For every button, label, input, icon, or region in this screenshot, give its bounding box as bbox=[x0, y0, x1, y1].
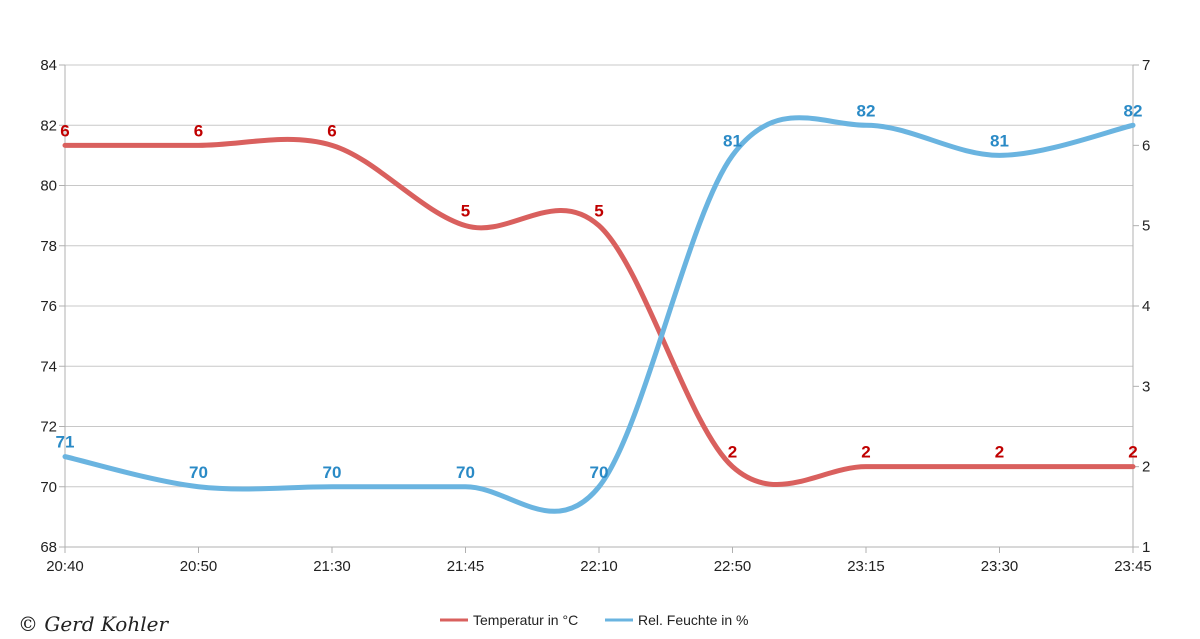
right-tick-label: 5 bbox=[1142, 218, 1150, 235]
left-tick-label: 82 bbox=[40, 117, 57, 134]
right-tick-label: 2 bbox=[1142, 459, 1150, 476]
x-tick-label: 20:40 bbox=[46, 558, 84, 575]
left-tick-label: 80 bbox=[40, 178, 57, 195]
x-tick-label: 23:45 bbox=[1114, 558, 1152, 575]
x-tick-label: 21:45 bbox=[447, 558, 485, 575]
data-label-temperature: 2 bbox=[1128, 443, 1137, 462]
data-label-temperature: 2 bbox=[728, 443, 737, 462]
left-tick-label: 78 bbox=[40, 238, 57, 255]
x-tick-label: 21:30 bbox=[313, 558, 351, 575]
x-tick-label: 22:50 bbox=[714, 558, 752, 575]
data-label-temperature: 5 bbox=[461, 202, 470, 221]
right-tick-label: 7 bbox=[1142, 57, 1150, 74]
data-label-humidity: 71 bbox=[56, 433, 75, 452]
series-line-temperature bbox=[62, 136, 1136, 487]
left-tick-label: 76 bbox=[40, 298, 57, 315]
data-label-temperature: 6 bbox=[327, 121, 336, 140]
legend-label-temperature: Temperatur in °C bbox=[473, 612, 578, 628]
data-label-humidity: 70 bbox=[323, 463, 342, 482]
data-label-humidity: 81 bbox=[990, 131, 1009, 150]
right-tick-label: 1 bbox=[1142, 539, 1150, 556]
right-axis-ticks: 1 2 3 4 5 6 7 bbox=[1142, 57, 1150, 556]
data-label-humidity: 82 bbox=[857, 101, 876, 120]
legend: Temperatur in °C Rel. Feuchte in % bbox=[440, 612, 749, 628]
left-axis-ticks: 68 70 72 74 76 78 80 82 84 bbox=[40, 57, 57, 556]
data-label-temperature: 6 bbox=[194, 121, 203, 140]
data-labels: 6 6 6 5 5 2 2 2 2 71 70 70 70 70 81 82 81 82 bbox=[56, 101, 1143, 482]
left-tick-label: 84 bbox=[40, 57, 57, 74]
data-label-temperature: 5 bbox=[594, 202, 603, 221]
x-tick-label: 20:50 bbox=[180, 558, 218, 575]
data-label-temperature: 6 bbox=[60, 121, 69, 140]
data-label-humidity: 70 bbox=[189, 463, 208, 482]
left-tick-label: 68 bbox=[40, 539, 57, 556]
left-tick-label: 74 bbox=[40, 358, 57, 375]
x-axis-ticks: 20:40 20:50 21:30 21:45 22:10 22:50 23:15 23:30… bbox=[46, 558, 1152, 575]
right-tick-label: 3 bbox=[1142, 378, 1150, 395]
data-label-humidity: 82 bbox=[1124, 101, 1143, 120]
left-tick-label: 72 bbox=[40, 419, 57, 436]
x-tick-label: 23:15 bbox=[847, 558, 885, 575]
data-label-temperature: 2 bbox=[995, 443, 1004, 462]
right-tick-label: 6 bbox=[1142, 137, 1150, 154]
data-label-humidity: 70 bbox=[590, 463, 609, 482]
copyright-signature: © Gerd Kohler bbox=[18, 612, 169, 636]
right-tick-label: 4 bbox=[1142, 298, 1150, 315]
series-lines bbox=[62, 115, 1136, 514]
data-label-humidity: 81 bbox=[723, 131, 742, 150]
left-tick-label: 70 bbox=[40, 479, 57, 496]
data-label-humidity: 70 bbox=[456, 463, 475, 482]
data-label-temperature: 2 bbox=[861, 443, 870, 462]
series-line-humidity bbox=[62, 115, 1136, 514]
x-tick-label: 22:10 bbox=[580, 558, 618, 575]
x-tick-label: 23:30 bbox=[981, 558, 1019, 575]
legend-label-humidity: Rel. Feuchte in % bbox=[638, 612, 749, 628]
